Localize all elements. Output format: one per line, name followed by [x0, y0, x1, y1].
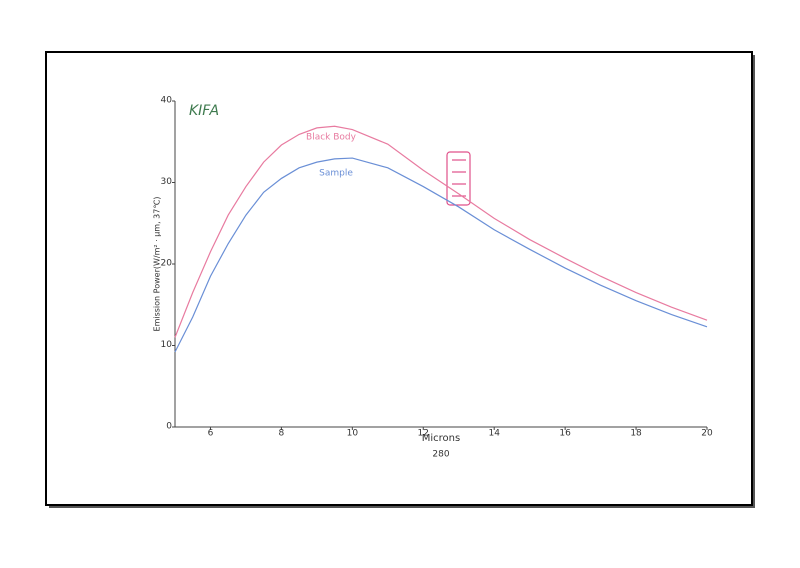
y-tick-label: 30 [161, 177, 173, 187]
x-axis-label: Microns [422, 433, 460, 444]
series-line [174, 125, 708, 338]
y-tick-label: 20 [161, 259, 173, 269]
x-tick-label: 12 [418, 429, 429, 439]
brand: KIFA [189, 103, 219, 119]
y-tick-label: 0 [166, 422, 172, 432]
x-tick-label: 20 [701, 429, 713, 439]
stamp [446, 151, 471, 206]
x-tick-label: 16 [559, 429, 571, 439]
y-tick-label: 10 [161, 340, 173, 350]
frame [45, 51, 753, 506]
series-line [174, 157, 708, 353]
x-tick-label: 10 [347, 429, 359, 439]
x-tick-label: 8 [279, 429, 285, 439]
legend-label: Sample [319, 169, 353, 179]
legend-label: Black Body [306, 133, 357, 143]
subtitle: 280 [432, 450, 449, 460]
y-axis-label: Emission Power(W/m² · μm, 37℃) [153, 197, 162, 332]
y-tick-label: 40 [161, 96, 173, 106]
x-tick-label: 6 [208, 429, 214, 439]
x-tick-label: 14 [488, 429, 500, 439]
x-tick-label: 18 [630, 429, 642, 439]
